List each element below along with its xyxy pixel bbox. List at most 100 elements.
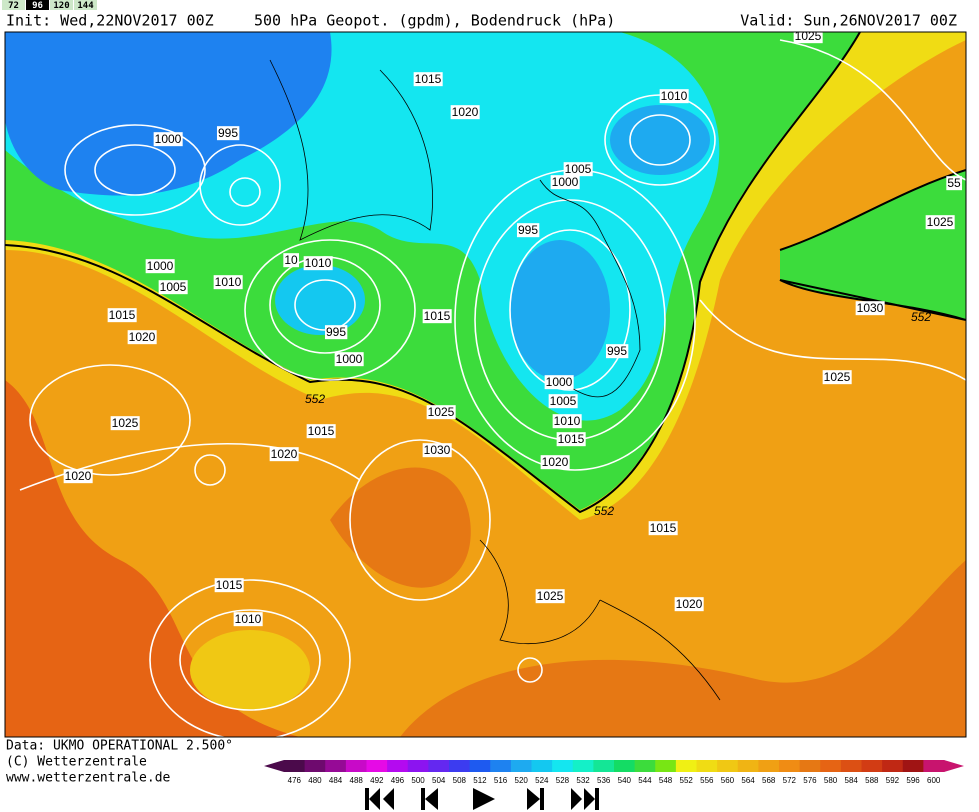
map-frame xyxy=(4,31,967,738)
tab[interactable] xyxy=(26,0,49,10)
lead-time-tabs: 72 96 120 144 xyxy=(2,0,97,11)
isobar-label: 1025 xyxy=(537,589,564,603)
isobar-label: 1010 xyxy=(305,256,332,270)
tab-label[interactable]: 120 xyxy=(53,1,69,11)
colorbar-tick-label: 568 xyxy=(762,776,776,785)
colorbar-tick-label: 572 xyxy=(783,776,797,785)
colorbar-swatch xyxy=(779,760,801,772)
data-source: Data: UKMO OPERATIONAL 2.500° xyxy=(6,739,233,754)
colorbar-tick-label: 488 xyxy=(350,776,364,785)
isobar-label: 1025 xyxy=(428,405,455,419)
colorbar-tick-label: 576 xyxy=(803,776,817,785)
navigation xyxy=(365,788,599,810)
isobar-label: 1025 xyxy=(824,370,851,384)
colorbar-tick-label: 588 xyxy=(865,776,879,785)
colorbar-tick-label: 524 xyxy=(535,776,549,785)
colorbar-end xyxy=(264,760,284,772)
colorbar-tick-label: 600 xyxy=(927,776,941,785)
colorbar-tick-label: 536 xyxy=(597,776,611,785)
isobar-label: 10 xyxy=(284,253,298,267)
isobar-label: 1000 xyxy=(552,175,579,189)
isobar-label: 1005 xyxy=(160,280,187,294)
label-box xyxy=(659,89,689,104)
isobar-label: 995 xyxy=(218,126,238,140)
label-box xyxy=(213,275,243,290)
label-box xyxy=(535,589,565,604)
colorbar-tick-label: 540 xyxy=(618,776,632,785)
isobar-label: 1005 xyxy=(550,394,577,408)
colorbar-swatch xyxy=(758,760,780,772)
label-box xyxy=(63,469,93,484)
tab[interactable] xyxy=(74,0,97,10)
isobar-label: 1005 xyxy=(565,162,592,176)
colorbar-swatch xyxy=(923,760,945,772)
colorbar-swatch xyxy=(799,760,821,772)
colorbar-swatch xyxy=(469,760,491,772)
label-box xyxy=(283,253,299,268)
first-button[interactable] xyxy=(365,788,394,810)
isobar-label: 1020 xyxy=(676,597,703,611)
isobar-label: 1020 xyxy=(271,447,298,461)
tab[interactable] xyxy=(2,0,25,10)
isobar-label: 1015 xyxy=(216,578,243,592)
isobar-label: 995 xyxy=(518,223,538,237)
colorbar-swatch xyxy=(614,760,636,772)
label-box xyxy=(422,309,452,324)
label-box xyxy=(422,443,452,458)
colorbar-swatch xyxy=(345,760,367,772)
colorbar-tick-label: 516 xyxy=(494,776,508,785)
isobar-label: 1010 xyxy=(215,275,242,289)
tab-label[interactable]: 144 xyxy=(77,1,94,11)
label-box xyxy=(127,330,157,345)
isobar-label: 995 xyxy=(607,344,627,358)
field-light xyxy=(190,630,310,710)
label-box xyxy=(563,162,593,177)
tab-label[interactable]: 72 xyxy=(8,1,19,11)
colorbar-swatch xyxy=(510,760,532,772)
colorbar-tick-label: 520 xyxy=(515,776,529,785)
colorbar-swatch xyxy=(387,760,409,772)
previous-button[interactable] xyxy=(421,788,438,810)
tab[interactable] xyxy=(50,0,73,10)
colorbar: 476 480 484 488 492 496 500 504 508 512 516 520 524 5… xyxy=(264,760,964,785)
label-box xyxy=(153,132,183,147)
label-box xyxy=(214,578,244,593)
colorbar-swatch xyxy=(861,760,883,772)
next-button[interactable] xyxy=(527,788,544,810)
label-box xyxy=(303,256,333,271)
field-blue xyxy=(610,105,710,175)
label-box xyxy=(216,126,240,141)
colorbar-swatch xyxy=(634,760,656,772)
label-box xyxy=(145,259,175,274)
colorbar-swatch xyxy=(325,760,347,772)
colorbar-swatch xyxy=(820,760,842,772)
colorbar-tick-label: 560 xyxy=(721,776,735,785)
play-button[interactable] xyxy=(473,788,495,810)
copyright: (C) Wetterzentrale xyxy=(6,755,147,770)
colorbar-swatch xyxy=(449,760,471,772)
colorbar-tick-label: 480 xyxy=(308,776,322,785)
isobar-label: 1010 xyxy=(235,612,262,626)
colorbar-tick-label: 564 xyxy=(741,776,755,785)
isobar-label: 1020 xyxy=(65,469,92,483)
label-box xyxy=(324,325,348,340)
colorbar-swatch xyxy=(284,760,306,772)
tab-label[interactable]: 96 xyxy=(32,1,43,11)
isobar-label: 1020 xyxy=(542,455,569,469)
colorbar-end xyxy=(944,760,964,772)
isobar-label: 1010 xyxy=(554,414,581,428)
label-box xyxy=(306,424,336,439)
isobar-label: 1020 xyxy=(129,330,156,344)
label-box xyxy=(925,215,955,230)
colorbar-tick-label: 504 xyxy=(432,776,446,785)
colorbar-swatch xyxy=(737,760,759,772)
isobar-label: 1015 xyxy=(308,424,335,438)
contour-552 xyxy=(5,32,861,514)
colorbar-swatch xyxy=(428,760,450,772)
label-box xyxy=(450,105,480,120)
isobar-label: 1000 xyxy=(155,132,182,146)
last-button[interactable] xyxy=(571,788,599,810)
colorbar-swatch xyxy=(696,760,718,772)
